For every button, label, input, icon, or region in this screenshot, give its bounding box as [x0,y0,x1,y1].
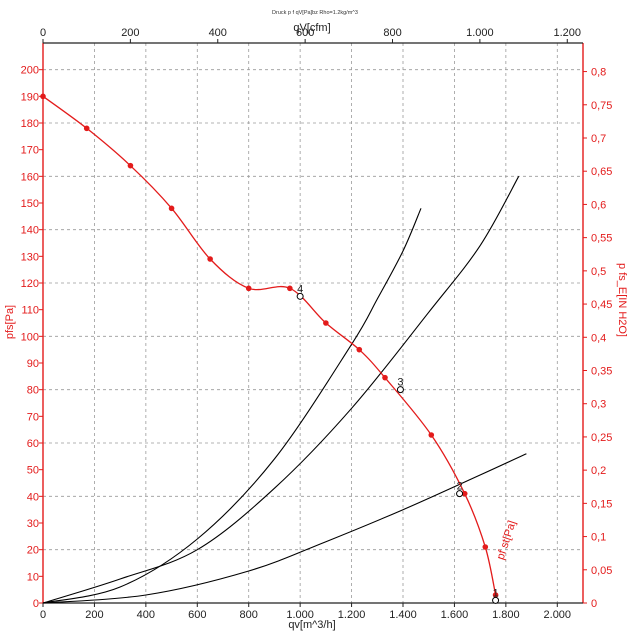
chart-title: Druck p f qV[Pa]bz Rho=1.2kg/m^3 [272,10,358,16]
fan-curve-point [382,374,388,381]
y-tick-label: 110 [21,305,39,317]
grid [42,43,583,604]
y-tick-label: 190 [21,91,39,103]
fan-curve-point [356,346,363,353]
x-tick-label: 0 [40,609,46,621]
operating-point-marker [396,386,404,394]
y-tick-label: 20 [27,545,39,557]
markers: 4 3 2 1 [40,93,500,604]
y2-tick-label: 0,1 [591,532,606,544]
x2-tick-label: 1.000 [466,27,494,39]
y-tick-label: 60 [27,438,39,450]
y2-tick-label: 0,75 [591,100,612,112]
fan-curve-point [168,205,175,212]
y-tick-label: 50 [27,465,39,477]
x-tick-label: 1.200 [338,609,366,621]
y2-tick-label: 0,45 [591,299,612,311]
x-tick-label: 200 [85,609,103,621]
fan-curve-point [287,285,293,292]
fan-curve-line [42,95,497,596]
y2-tick-label: 0 [591,598,597,610]
fan-curve-point [245,285,252,292]
y-tick-label: 100 [21,331,39,343]
operating-point-label: 3 [397,377,403,389]
y-tick-label: 170 [21,145,39,157]
y-tick-label: 80 [27,385,39,397]
y2-tick-label: 0,55 [591,233,612,245]
x-tick-label: 1.600 [441,609,469,621]
x-axis-label: qv[m^3/h] [288,619,335,631]
y2-tick-label: 0,5 [591,266,606,278]
x-tick-label: 1.400 [389,609,417,621]
operating-point-label: 4 [297,283,303,295]
y2-tick-label: 0,25 [591,432,612,444]
y2-tick-label: 0,2 [591,465,606,477]
x-tick-label: 1.800 [492,609,520,621]
y-tick-label: 10 [27,571,39,583]
system-curve-line [42,176,520,604]
fan-curve-point [492,592,499,598]
y2-tick-label: 0,4 [591,332,606,344]
operating-point-marker [492,596,500,604]
y2-tick-label: 0,6 [591,199,606,211]
y-tick-label: 90 [27,358,39,370]
y-axis-label: pfs[Pa] [4,305,16,339]
fan-curve-point [83,125,90,132]
y2-axis-label: p fs_E[IN H2O] [616,263,628,337]
y-tick-label: 140 [21,225,39,237]
x2-tick-label: 800 [383,27,401,39]
operating-point-label: 1 [493,587,499,599]
y2-tick-label: 0,05 [591,565,612,577]
x-tick-label: 1.000 [286,609,314,621]
x2-axis-label: qV[cfm] [293,22,330,34]
operating-point-marker [296,292,304,300]
y2-tick-label: 0,7 [591,133,606,145]
y2-tick-label: 0,65 [591,166,612,178]
x-tick-label: 400 [137,609,155,621]
y-tick-label: 160 [21,171,39,183]
y2-tick-label: 0,8 [591,67,606,79]
y-tick-label: 130 [21,251,39,263]
y-tick-label: 120 [21,278,39,290]
tick-labels: 0102030405060708090100110120130140150160… [21,27,613,621]
x2-tick-label: 1.200 [554,27,582,39]
fan-curve-point [127,162,134,169]
y2-tick-label: 0,15 [591,498,612,510]
system-curve-line [42,208,422,604]
y2-tick-label: 0,3 [591,399,606,411]
y-tick-label: 200 [21,65,39,77]
y2-tick-label: 0,35 [591,365,612,377]
y-tick-label: 40 [27,491,39,503]
x2-tick-label: 400 [209,27,227,39]
x2-tick-label: 600 [296,27,314,39]
y-tick-label: 30 [27,518,39,530]
x2-tick-label: 0 [40,27,46,39]
x-tick-label: 600 [188,609,206,621]
fan-curve-point [461,490,468,497]
fan-curve-point [40,93,46,100]
x-tick-label: 2.000 [544,609,572,621]
y-tick-label: 0 [33,598,39,610]
fan-curve-point [323,320,329,326]
fan-curve-point [207,256,213,262]
operating-point-marker [456,490,464,498]
fan-curve-annotation: pf st[Pa] [495,519,519,561]
operating-point-label: 2 [457,481,463,493]
y-tick-label: 70 [27,411,39,423]
y-tick-label: 180 [21,118,39,130]
x-tick-label: 800 [240,609,258,621]
x2-tick-label: 200 [121,27,139,39]
y-tick-label: 150 [21,198,39,210]
curves [42,95,527,604]
system-curve-line [42,453,527,604]
fan-curve-point [482,544,489,550]
fan-curve-point [428,432,435,438]
axes [39,39,587,607]
